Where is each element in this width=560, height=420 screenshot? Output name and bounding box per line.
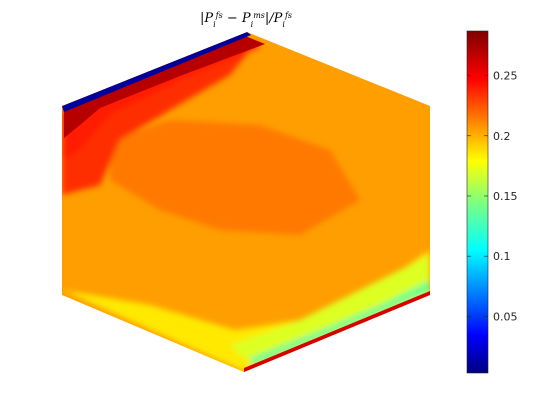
chart-title: |Pifs − Pims|/Pifs bbox=[200, 11, 292, 29]
heatmap-region-bottom-right-edge bbox=[244, 291, 430, 372]
title-sup: fs bbox=[215, 11, 223, 20]
title-sub: i bbox=[213, 20, 216, 29]
heatmap-region-lower-right-band bbox=[250, 280, 430, 366]
heatmap-field bbox=[62, 32, 430, 372]
title-sub: i bbox=[282, 20, 285, 29]
heatmap-region-lower-right-inner bbox=[230, 255, 430, 360]
colorbar: 0.05 0.1 0.15 0.2 0.25 bbox=[466, 30, 518, 374]
colorbar-tick-label: 0.2 bbox=[493, 130, 511, 143]
heatmap-region-left-wedge bbox=[62, 50, 250, 195]
heatmap-region-central-patch bbox=[110, 120, 360, 235]
colorbar-tick-label: 0.15 bbox=[493, 190, 518, 203]
heatmap-region-upper-left-edge bbox=[62, 32, 251, 112]
colorbar-gradient bbox=[466, 30, 489, 374]
title-part: |P bbox=[200, 11, 213, 26]
colorbar-ticks: 0.05 0.1 0.15 0.2 0.25 bbox=[467, 70, 518, 323]
colorbar-tick-label: 0.05 bbox=[493, 310, 518, 323]
colorbar-tick-label: 0.25 bbox=[493, 70, 518, 83]
title-part: |/P bbox=[265, 11, 283, 26]
title-sup: ms bbox=[253, 11, 265, 20]
colorbar-tick-label: 0.1 bbox=[493, 250, 511, 263]
title-sub: i bbox=[251, 20, 254, 29]
title-sup: fs bbox=[284, 11, 292, 20]
heatmap-region-upper-left-high bbox=[64, 36, 265, 138]
title-part: − P bbox=[223, 11, 251, 26]
